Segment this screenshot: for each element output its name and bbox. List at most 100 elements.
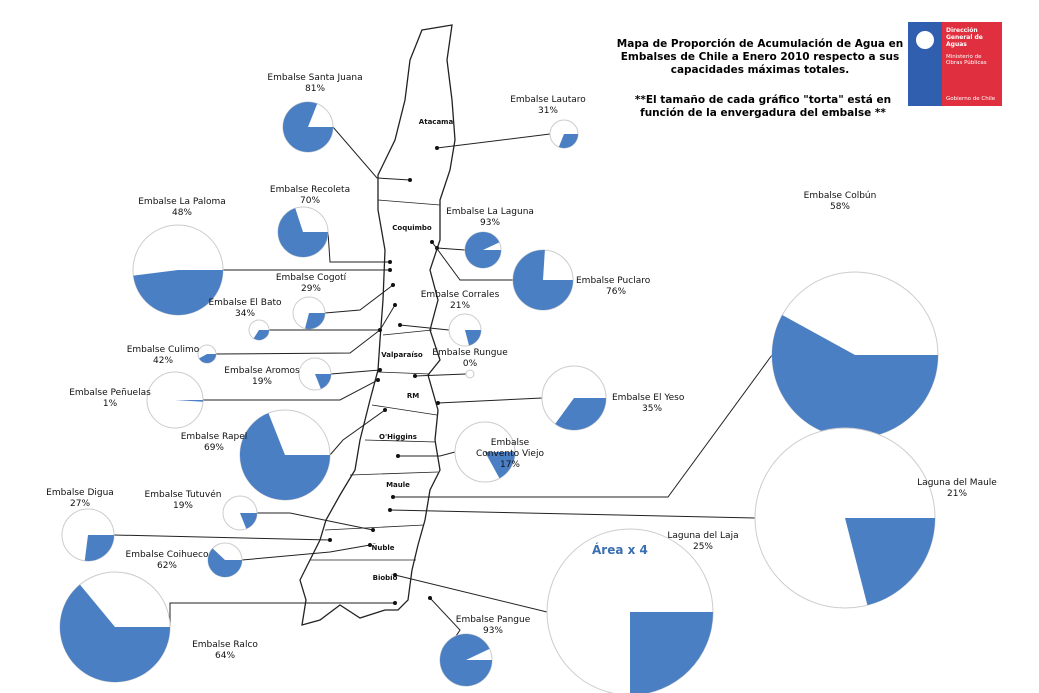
note: **El tamaño de cada gráfico "torta" está… [634, 94, 892, 119]
leader-line [332, 126, 411, 181]
leader-line [389, 509, 756, 519]
reservoir-name: Embalse El Yeso [612, 393, 685, 403]
reservoir-label: Embalse Rapel 69% [181, 432, 248, 454]
reservoir-label: Laguna del Maule 21% [917, 478, 997, 500]
reservoir-name: Embalse La Laguna [446, 207, 534, 217]
reservoir-percent: 93% [479, 218, 501, 228]
reservoir-label: Embalse El Yeso 35% [612, 393, 684, 415]
reservoir-percent: 27% [69, 499, 91, 509]
reservoir-percent: 76% [606, 287, 627, 297]
map-point [393, 601, 397, 605]
region-borders [310, 199, 441, 561]
reservoir-label: Embalse Culimo 42% [127, 345, 200, 367]
reservoir-name: Embalse Colbún [803, 191, 877, 201]
leader-line [113, 534, 331, 541]
reservoir-percent: 25% [692, 542, 713, 552]
reservoir-name: Embalse Corrales [420, 290, 500, 300]
reservoir-percent: 21% [946, 489, 968, 499]
pie-slice [465, 231, 501, 268]
area-note: Área x 4 [592, 543, 648, 557]
pie-slice [440, 634, 492, 686]
leader-line [257, 512, 374, 531]
leader-line [269, 304, 396, 331]
reservoir-name: Embalse Peñuelas [69, 388, 151, 398]
leader-line [327, 231, 390, 263]
pie-slice [59, 584, 170, 682]
logo-agency: Dirección General de Aguas [946, 27, 983, 48]
reservoir-percent: 31% [537, 106, 558, 116]
pie-slice [84, 535, 114, 561]
logo-emblem [916, 31, 934, 49]
leader-line [398, 451, 456, 457]
map-point [388, 260, 392, 264]
reservoir-percent: 19% [172, 501, 193, 511]
region-label: Coquimbo [392, 224, 432, 232]
reservoir-percent: 93% [482, 626, 503, 636]
reservoir-name: Embalse Digua [46, 488, 114, 498]
region-label: Maule [386, 481, 410, 489]
reservoir-name: Embalse Tutuvén [144, 490, 222, 500]
reservoir-percent: 1% [102, 399, 118, 409]
reservoir-name: Embalse Culimo [126, 345, 200, 355]
reservoir-percent: 21% [449, 301, 471, 311]
map-point [391, 283, 395, 287]
map-point [378, 328, 382, 332]
pie-slice [772, 315, 939, 439]
reservoir-name: Laguna del Laja [667, 531, 739, 541]
reservoir-label: Embalse El Bato 34% [208, 298, 281, 320]
reservoir-label: Embalse Puclaro 76% [576, 276, 650, 298]
reservoir-percent: 35% [642, 404, 663, 414]
reservoir-name: Embalse Cogotí [275, 273, 347, 283]
pie-slice [199, 354, 216, 363]
map-point [378, 368, 382, 372]
pie-slice [305, 313, 325, 329]
reservoir-name: Embalse El Bato [208, 298, 282, 308]
title: Mapa de Proporción de Acumulación de Agu… [616, 38, 904, 76]
reservoir-name: Embalse Convento Viejo [476, 438, 544, 459]
map-point [328, 538, 332, 542]
reservoir-label: Embalse Rungue 0% [432, 348, 507, 370]
pie-slice [283, 101, 333, 152]
reservoir-label: Embalse Cogotí 29% [276, 273, 346, 295]
pie-slice [315, 374, 331, 389]
reservoir-name: Embalse Aromos [224, 366, 300, 376]
reservoir-name: Embalse Puclaro [576, 276, 651, 286]
reservoir-name: Embalse Coihueco [125, 550, 209, 560]
map-point [371, 528, 375, 532]
reservoir-percent: 48% [171, 208, 192, 218]
pie-slice [555, 398, 606, 431]
reservoir-label: Embalse Peñuelas 1% [69, 388, 151, 410]
reservoir-percent: 34% [234, 309, 256, 319]
leader-line [330, 369, 381, 375]
leader-line [431, 241, 513, 281]
reservoir-name: Embalse La Paloma [138, 197, 226, 207]
map-point [368, 543, 372, 547]
map-point [430, 240, 434, 244]
region-label: Valparaíso [381, 351, 423, 359]
region-label: RM [406, 392, 420, 400]
reservoir-percent: 58% [829, 202, 850, 212]
pie-slice [240, 413, 330, 501]
reservoir-name: Embalse Pangue [455, 615, 531, 625]
reservoir-percent: 42% [152, 356, 174, 366]
reservoir-label: Embalse Digua 27% [46, 488, 114, 510]
map-point [436, 401, 440, 405]
reservoir-name: Embalse Rungue [432, 348, 508, 358]
reservoir-label: Embalse Tutuvén 19% [145, 490, 222, 512]
pie-slice [240, 513, 257, 529]
leader-line [169, 602, 395, 627]
pie-bg [465, 369, 475, 379]
reservoir-label: Laguna del Laja 25% [667, 531, 738, 553]
reservoir-percent: 17% [499, 460, 520, 470]
pie-slice [513, 250, 573, 310]
reservoir-label: Embalse Ralco 64% [192, 640, 258, 662]
reservoir-label: Embalse Lautaro 31% [510, 95, 586, 117]
reservoir-label: Embalse Corrales 21% [421, 290, 500, 312]
region-label: Atacama [418, 118, 454, 126]
map-point [393, 573, 397, 577]
map-point [398, 323, 402, 327]
pie-slice [558, 134, 578, 149]
logo-government: Gobierno de Chile [946, 96, 996, 102]
pie-slice [630, 612, 713, 693]
